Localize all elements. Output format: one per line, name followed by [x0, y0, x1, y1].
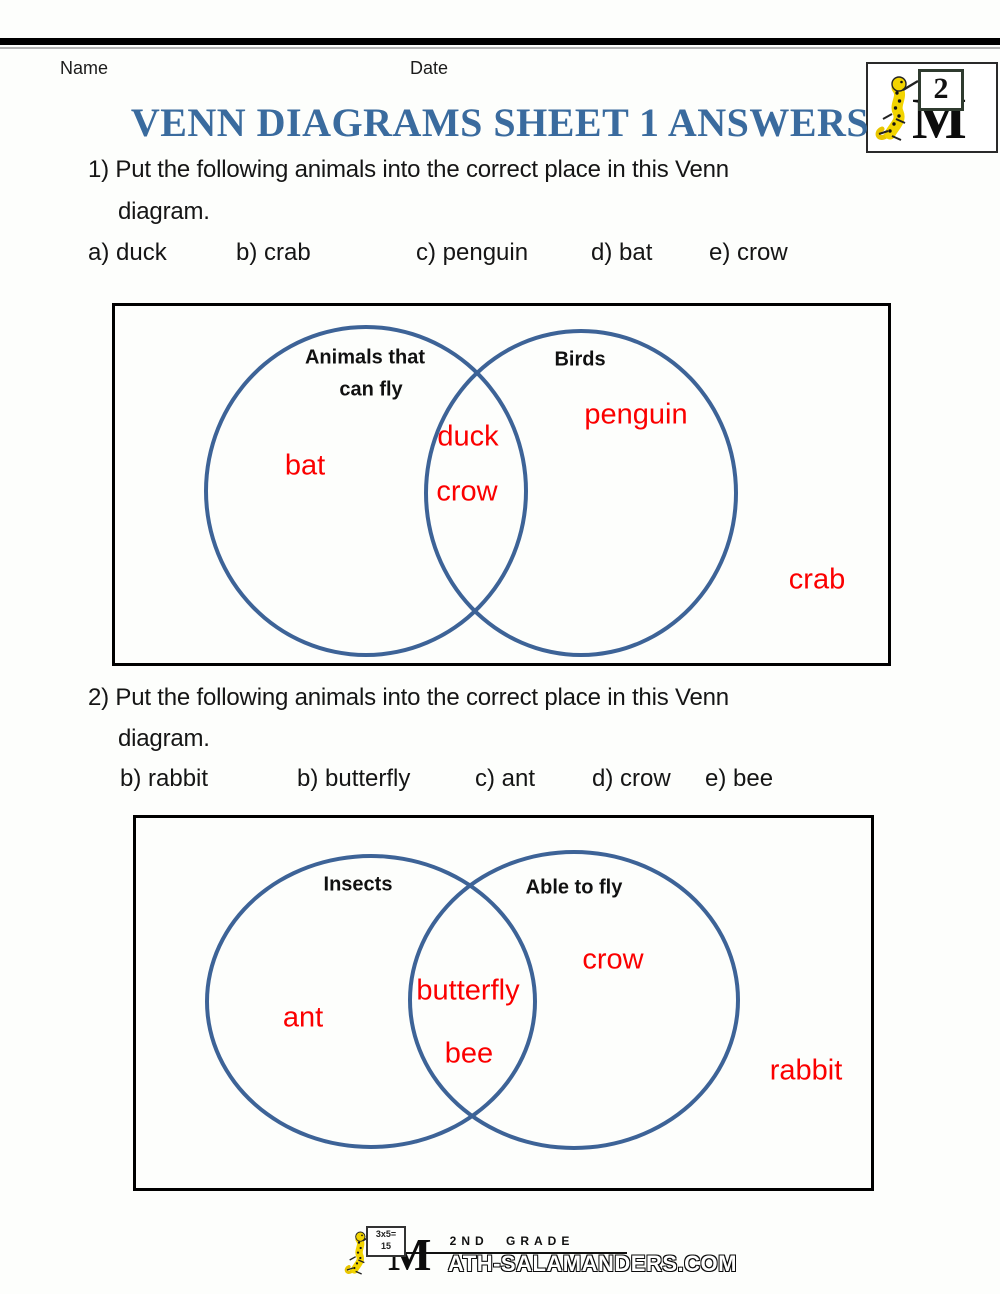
question1-prompt-line1: 1) Put the following animals into the co… [88, 156, 729, 183]
venn2-answer-intersection-2: bee [444, 1037, 494, 1070]
venn2-right-set-label: Able to fly [525, 876, 623, 899]
footer-rule [397, 1252, 627, 1254]
venn1-answer-right-only: penguin [584, 398, 688, 431]
venn2-left-set-label: Insects [323, 873, 393, 896]
q1-option-e: e) crow [709, 239, 788, 266]
footer-board-line2: 15 [380, 1241, 391, 1251]
venn1-right-set-label: Birds [554, 348, 606, 371]
venn2-answer-outside: rabbit [769, 1054, 843, 1087]
venn2-answer-right-only: crow [582, 943, 644, 976]
venn1-answer-intersection-2: crow [436, 475, 498, 508]
venn1-answer-intersection-1: duck [437, 420, 499, 453]
footer-whiteboard: 3x5= 15 [366, 1226, 406, 1257]
date-label: Date [410, 58, 449, 78]
venn1-answer-outside: crab [788, 563, 846, 596]
q2-option-e: e) bee [705, 765, 774, 792]
question1-prompt-line2: diagram. [118, 198, 210, 225]
venn2-answer-intersection-1: butterfly [416, 974, 520, 1007]
top-rule-thin [0, 47, 1000, 49]
grade-label: 2ND GRADE [449, 1234, 575, 1248]
venn1-left-set-label-line2: can fly [339, 378, 403, 401]
venn2-answer-left-only: ant [282, 1001, 324, 1034]
venn1-answer-left-only: bat [284, 449, 326, 482]
q1-option-d: d) bat [591, 239, 653, 266]
q1-option-c: c) penguin [416, 239, 529, 266]
question2-prompt-line1: 2) Put the following animals into the co… [88, 684, 729, 711]
q2-option-c: c) ant [475, 765, 536, 792]
salamander-icon [875, 76, 919, 141]
venn2-frame [133, 815, 874, 1191]
logo-number: 2 [933, 72, 949, 105]
q1-option-a: a) duck [88, 239, 167, 266]
brand-logo: 2 M [866, 62, 998, 153]
question2-prompt-line2: diagram. [118, 725, 210, 752]
site-name-rest: ATH-SALAMANDERS.COM [447, 1250, 737, 1276]
page-title: VENN DIAGRAMS SHEET 1 ANSWERS [130, 100, 870, 145]
venn1-frame [112, 303, 891, 666]
q2-option-a: b) rabbit [120, 765, 209, 792]
name-label: Name [60, 58, 109, 78]
top-rule-thick [0, 38, 1000, 45]
q1-option-b: b) crab [236, 239, 311, 266]
q2-option-d: d) crow [592, 765, 671, 792]
logo-whiteboard: 2 [918, 69, 964, 111]
q2-option-b: b) butterfly [297, 765, 411, 792]
venn1-left-set-label-line1: Animals that [304, 346, 426, 369]
venn1-right-circle [424, 329, 738, 657]
venn2-right-circle [408, 850, 740, 1150]
footer-board-line1: 3x5= [375, 1229, 397, 1239]
